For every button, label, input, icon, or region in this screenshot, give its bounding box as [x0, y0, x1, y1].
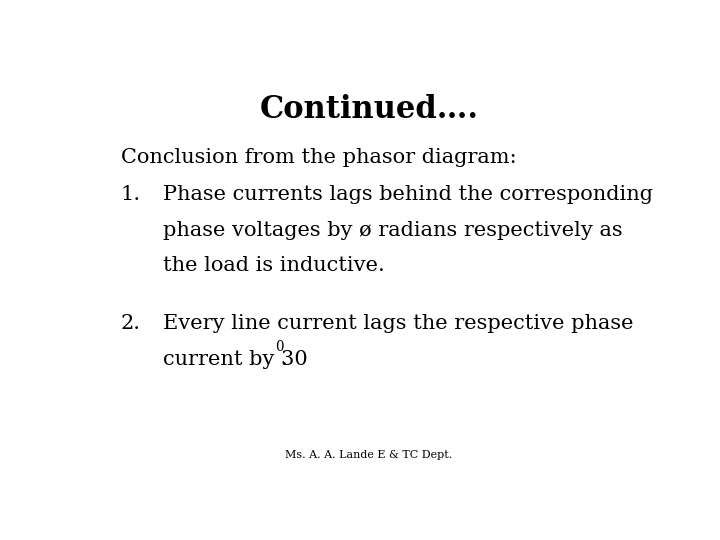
Text: Conclusion from the phasor diagram:: Conclusion from the phasor diagram: — [121, 148, 516, 167]
Text: Phase currents lags behind the corresponding: Phase currents lags behind the correspon… — [163, 185, 652, 204]
Text: current by 30: current by 30 — [163, 349, 307, 369]
Text: Ms. A. A. Lande E & TC Dept.: Ms. A. A. Lande E & TC Dept. — [285, 450, 453, 460]
Text: .: . — [282, 349, 288, 369]
Text: the load is inductive.: the load is inductive. — [163, 256, 384, 275]
Text: phase voltages by ø radians respectively as: phase voltages by ø radians respectively… — [163, 221, 622, 240]
Text: 1.: 1. — [121, 185, 141, 204]
Text: Every line current lags the respective phase: Every line current lags the respective p… — [163, 314, 633, 333]
Text: Continued….: Continued…. — [259, 94, 479, 125]
Text: 2.: 2. — [121, 314, 140, 333]
Text: 0: 0 — [275, 341, 284, 354]
